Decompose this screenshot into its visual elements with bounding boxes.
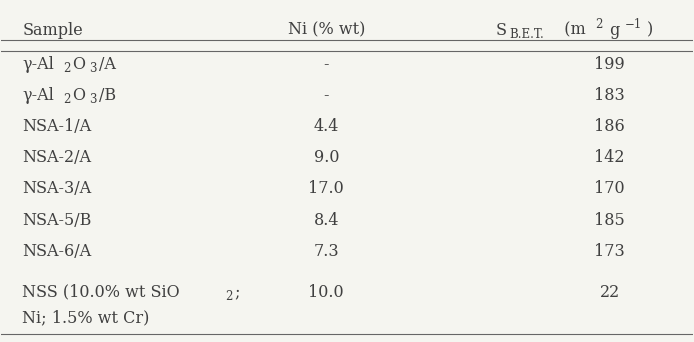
Text: Sample: Sample xyxy=(22,22,83,39)
Text: 199: 199 xyxy=(594,56,625,73)
Text: γ-Al: γ-Al xyxy=(22,56,54,73)
Text: 4.4: 4.4 xyxy=(314,118,339,135)
Text: 186: 186 xyxy=(594,118,625,135)
Text: 17.0: 17.0 xyxy=(308,181,344,197)
Text: 3: 3 xyxy=(90,62,96,75)
Text: (m: (m xyxy=(555,22,586,39)
Text: 170: 170 xyxy=(594,181,625,197)
Text: NSA-6/A: NSA-6/A xyxy=(22,243,91,260)
Text: NSA-1/A: NSA-1/A xyxy=(22,118,91,135)
Text: NSA-5/B: NSA-5/B xyxy=(22,212,92,229)
Text: NSA-2/A: NSA-2/A xyxy=(22,149,91,166)
Text: ;: ; xyxy=(234,284,239,301)
Text: Ni; 1.5% wt Cr): Ni; 1.5% wt Cr) xyxy=(22,309,149,326)
Text: 9.0: 9.0 xyxy=(314,149,339,166)
Text: 8.4: 8.4 xyxy=(314,212,339,229)
Text: NSA-3/A: NSA-3/A xyxy=(22,181,91,197)
Text: S: S xyxy=(496,22,507,39)
Text: ): ) xyxy=(647,22,653,39)
Text: 2: 2 xyxy=(595,18,602,31)
Text: 10.0: 10.0 xyxy=(308,284,344,301)
Text: −1: −1 xyxy=(625,18,642,31)
Text: 3: 3 xyxy=(90,93,96,106)
Text: Ni (% wt): Ni (% wt) xyxy=(287,22,365,39)
Text: 22: 22 xyxy=(600,284,620,301)
Text: 142: 142 xyxy=(595,149,625,166)
Text: 7.3: 7.3 xyxy=(314,243,339,260)
Text: 183: 183 xyxy=(594,87,625,104)
Text: /B: /B xyxy=(99,87,116,104)
Text: -: - xyxy=(323,87,329,104)
Text: 2: 2 xyxy=(63,93,71,106)
Text: g: g xyxy=(604,22,620,39)
Text: 2: 2 xyxy=(225,290,232,303)
Text: 173: 173 xyxy=(594,243,625,260)
Text: NSS (10.0% wt SiO: NSS (10.0% wt SiO xyxy=(22,284,180,301)
Text: B.E.T.: B.E.T. xyxy=(509,28,545,41)
Text: 2: 2 xyxy=(63,62,71,75)
Text: O: O xyxy=(73,87,85,104)
Text: 185: 185 xyxy=(594,212,625,229)
Text: -: - xyxy=(323,56,329,73)
Text: O: O xyxy=(73,56,85,73)
Text: γ-Al: γ-Al xyxy=(22,87,54,104)
Text: /A: /A xyxy=(99,56,116,73)
